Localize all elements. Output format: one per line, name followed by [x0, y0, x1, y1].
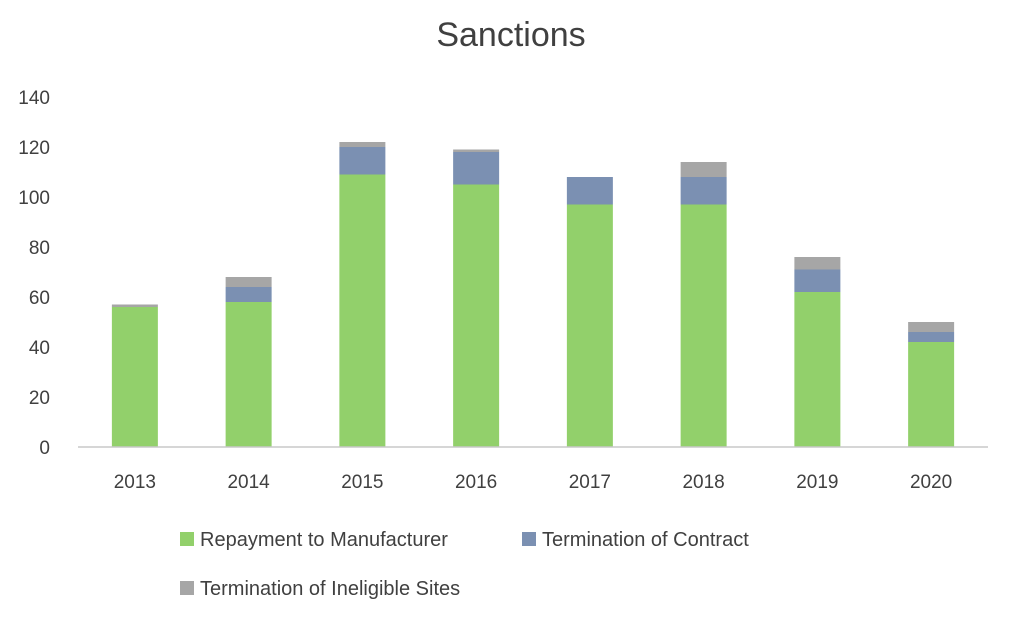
y-tick-label: 80 [29, 238, 50, 259]
legend-label: Termination of Contract [542, 529, 749, 551]
legend: Repayment to Manufacturer Termination of … [180, 529, 749, 600]
y-tick-label: 140 [18, 88, 50, 109]
x-tick-label: 2017 [569, 472, 611, 493]
y-tick-label: 100 [18, 188, 50, 209]
x-tick-label: 2018 [682, 472, 724, 493]
y-tick-label: 60 [29, 288, 50, 309]
bar-segment-repayment-to-manufacturer-2016 [453, 184, 500, 447]
y-tick-label: 120 [18, 138, 50, 159]
bar-segment-repayment-to-manufacturer-2018 [680, 204, 727, 447]
x-tick-label: 2020 [910, 472, 952, 493]
bar-segment-termination-of-ineligible-sites-2019 [794, 257, 841, 270]
bar-segment-termination-of-contract-2019 [794, 269, 841, 292]
legend-swatch [522, 532, 536, 546]
x-axis-ticks: 2013 2014 2015 2016 2017 2018 2019 2020 [114, 472, 953, 493]
legend-swatch [180, 532, 194, 546]
legend-label: Repayment to Manufacturer [200, 529, 448, 551]
legend-swatch [180, 581, 194, 595]
x-tick-label: 2013 [114, 472, 156, 493]
bar-segment-repayment-to-manufacturer-2014 [225, 302, 272, 447]
bar-segment-termination-of-contract-2017 [566, 177, 613, 205]
bar-segment-repayment-to-manufacturer-2015 [339, 174, 386, 447]
bar-segment-termination-of-contract-2015 [339, 147, 386, 175]
bar-segment-repayment-to-manufacturer-2013 [111, 307, 158, 447]
y-tick-label: 40 [29, 338, 50, 359]
bar-segment-termination-of-contract-2018 [680, 177, 727, 205]
bar-segment-repayment-to-manufacturer-2019 [794, 292, 841, 447]
bar-segment-termination-of-contract-2020 [908, 332, 955, 342]
chart-title: Sanctions [436, 16, 585, 54]
y-tick-label: 20 [29, 388, 50, 409]
bar-segment-termination-of-contract-2014 [225, 287, 272, 302]
bar-segment-repayment-to-manufacturer-2020 [908, 342, 955, 447]
bar-segment-termination-of-ineligible-sites-2020 [908, 322, 955, 332]
x-tick-label: 2019 [796, 472, 838, 493]
bar-segment-repayment-to-manufacturer-2017 [566, 204, 613, 447]
x-tick-label: 2015 [341, 472, 383, 493]
bar-segment-termination-of-contract-2016 [453, 152, 500, 185]
x-tick-label: 2014 [227, 472, 270, 493]
y-tick-label: 0 [39, 438, 50, 459]
bar-segment-termination-of-ineligible-sites-2014 [225, 277, 272, 287]
bar-segment-termination-of-ineligible-sites-2013 [111, 304, 158, 307]
y-axis-ticks: 0 20 40 60 80 100 120 140 [18, 88, 50, 459]
bars [111, 142, 955, 447]
legend-label: Termination of Ineligible Sites [200, 578, 460, 600]
x-tick-label: 2016 [455, 472, 497, 493]
bar-segment-termination-of-ineligible-sites-2016 [453, 149, 500, 152]
bar-segment-termination-of-ineligible-sites-2018 [680, 162, 727, 177]
bar-segment-termination-of-ineligible-sites-2015 [339, 142, 386, 147]
